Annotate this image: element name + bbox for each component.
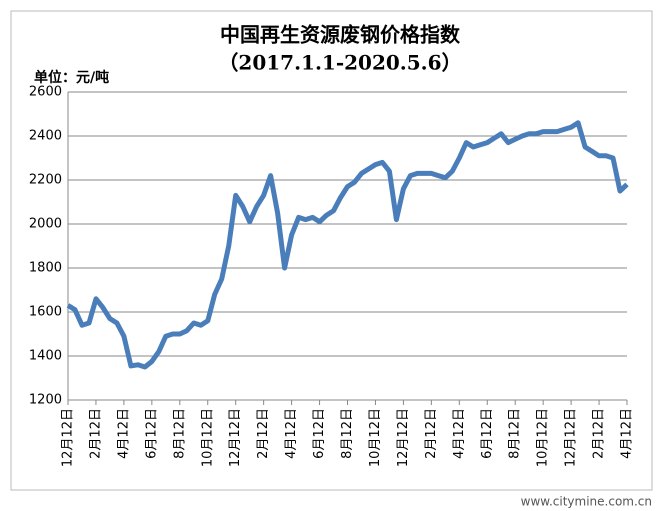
x-tick-label: 6月12日 — [480, 408, 495, 459]
chart-subtitle: （2017.1.1-2020.5.6） — [218, 51, 461, 75]
x-tick-label: 12月12日 — [61, 408, 76, 467]
x-tick-label: 8月12日 — [508, 408, 523, 459]
y-axis-label: 单位：元/吨 — [34, 69, 109, 86]
y-tick-label: 1200 — [29, 393, 62, 408]
x-tick-label: 12月12日 — [564, 408, 579, 467]
x-tick-label: 10月12日 — [200, 408, 215, 467]
y-tick-label: 1800 — [29, 261, 62, 276]
y-tick-label: 2600 — [29, 85, 62, 100]
y-tick-label: 1400 — [29, 349, 62, 364]
series-line — [66, 120, 629, 370]
x-tick-label: 6月12日 — [312, 408, 327, 459]
x-tick-label: 4月12日 — [452, 408, 467, 459]
y-tick-label: 2200 — [29, 173, 62, 188]
x-tick-label: 10月12日 — [536, 408, 551, 467]
y-tick-label: 2000 — [29, 217, 62, 232]
x-tick-label: 2月12日 — [592, 408, 607, 459]
x-tick-label: 8月12日 — [340, 408, 355, 459]
watermark: www.citymine.com.cn — [521, 495, 652, 509]
x-tick-label: 6月12日 — [144, 408, 159, 459]
x-tick-label: 8月12日 — [172, 408, 187, 459]
x-tick-label: 2月12日 — [88, 408, 103, 459]
x-tick-label: 4月12日 — [116, 408, 131, 459]
x-tick-label: 4月12日 — [620, 408, 635, 459]
chart-title: 中国再生资源废钢价格指数 — [220, 23, 461, 47]
x-tick-label: 12月12日 — [396, 408, 411, 467]
x-tick-label: 4月12日 — [284, 408, 299, 459]
x-tick-label: 10月12日 — [368, 408, 383, 467]
x-tick-label: 2月12日 — [424, 408, 439, 459]
x-tick-label: 12月12日 — [228, 408, 243, 467]
x-tick-label: 2月12日 — [256, 408, 271, 459]
y-tick-label: 2400 — [29, 129, 62, 144]
chart-border — [10, 10, 653, 491]
y-tick-label: 1600 — [29, 305, 62, 320]
